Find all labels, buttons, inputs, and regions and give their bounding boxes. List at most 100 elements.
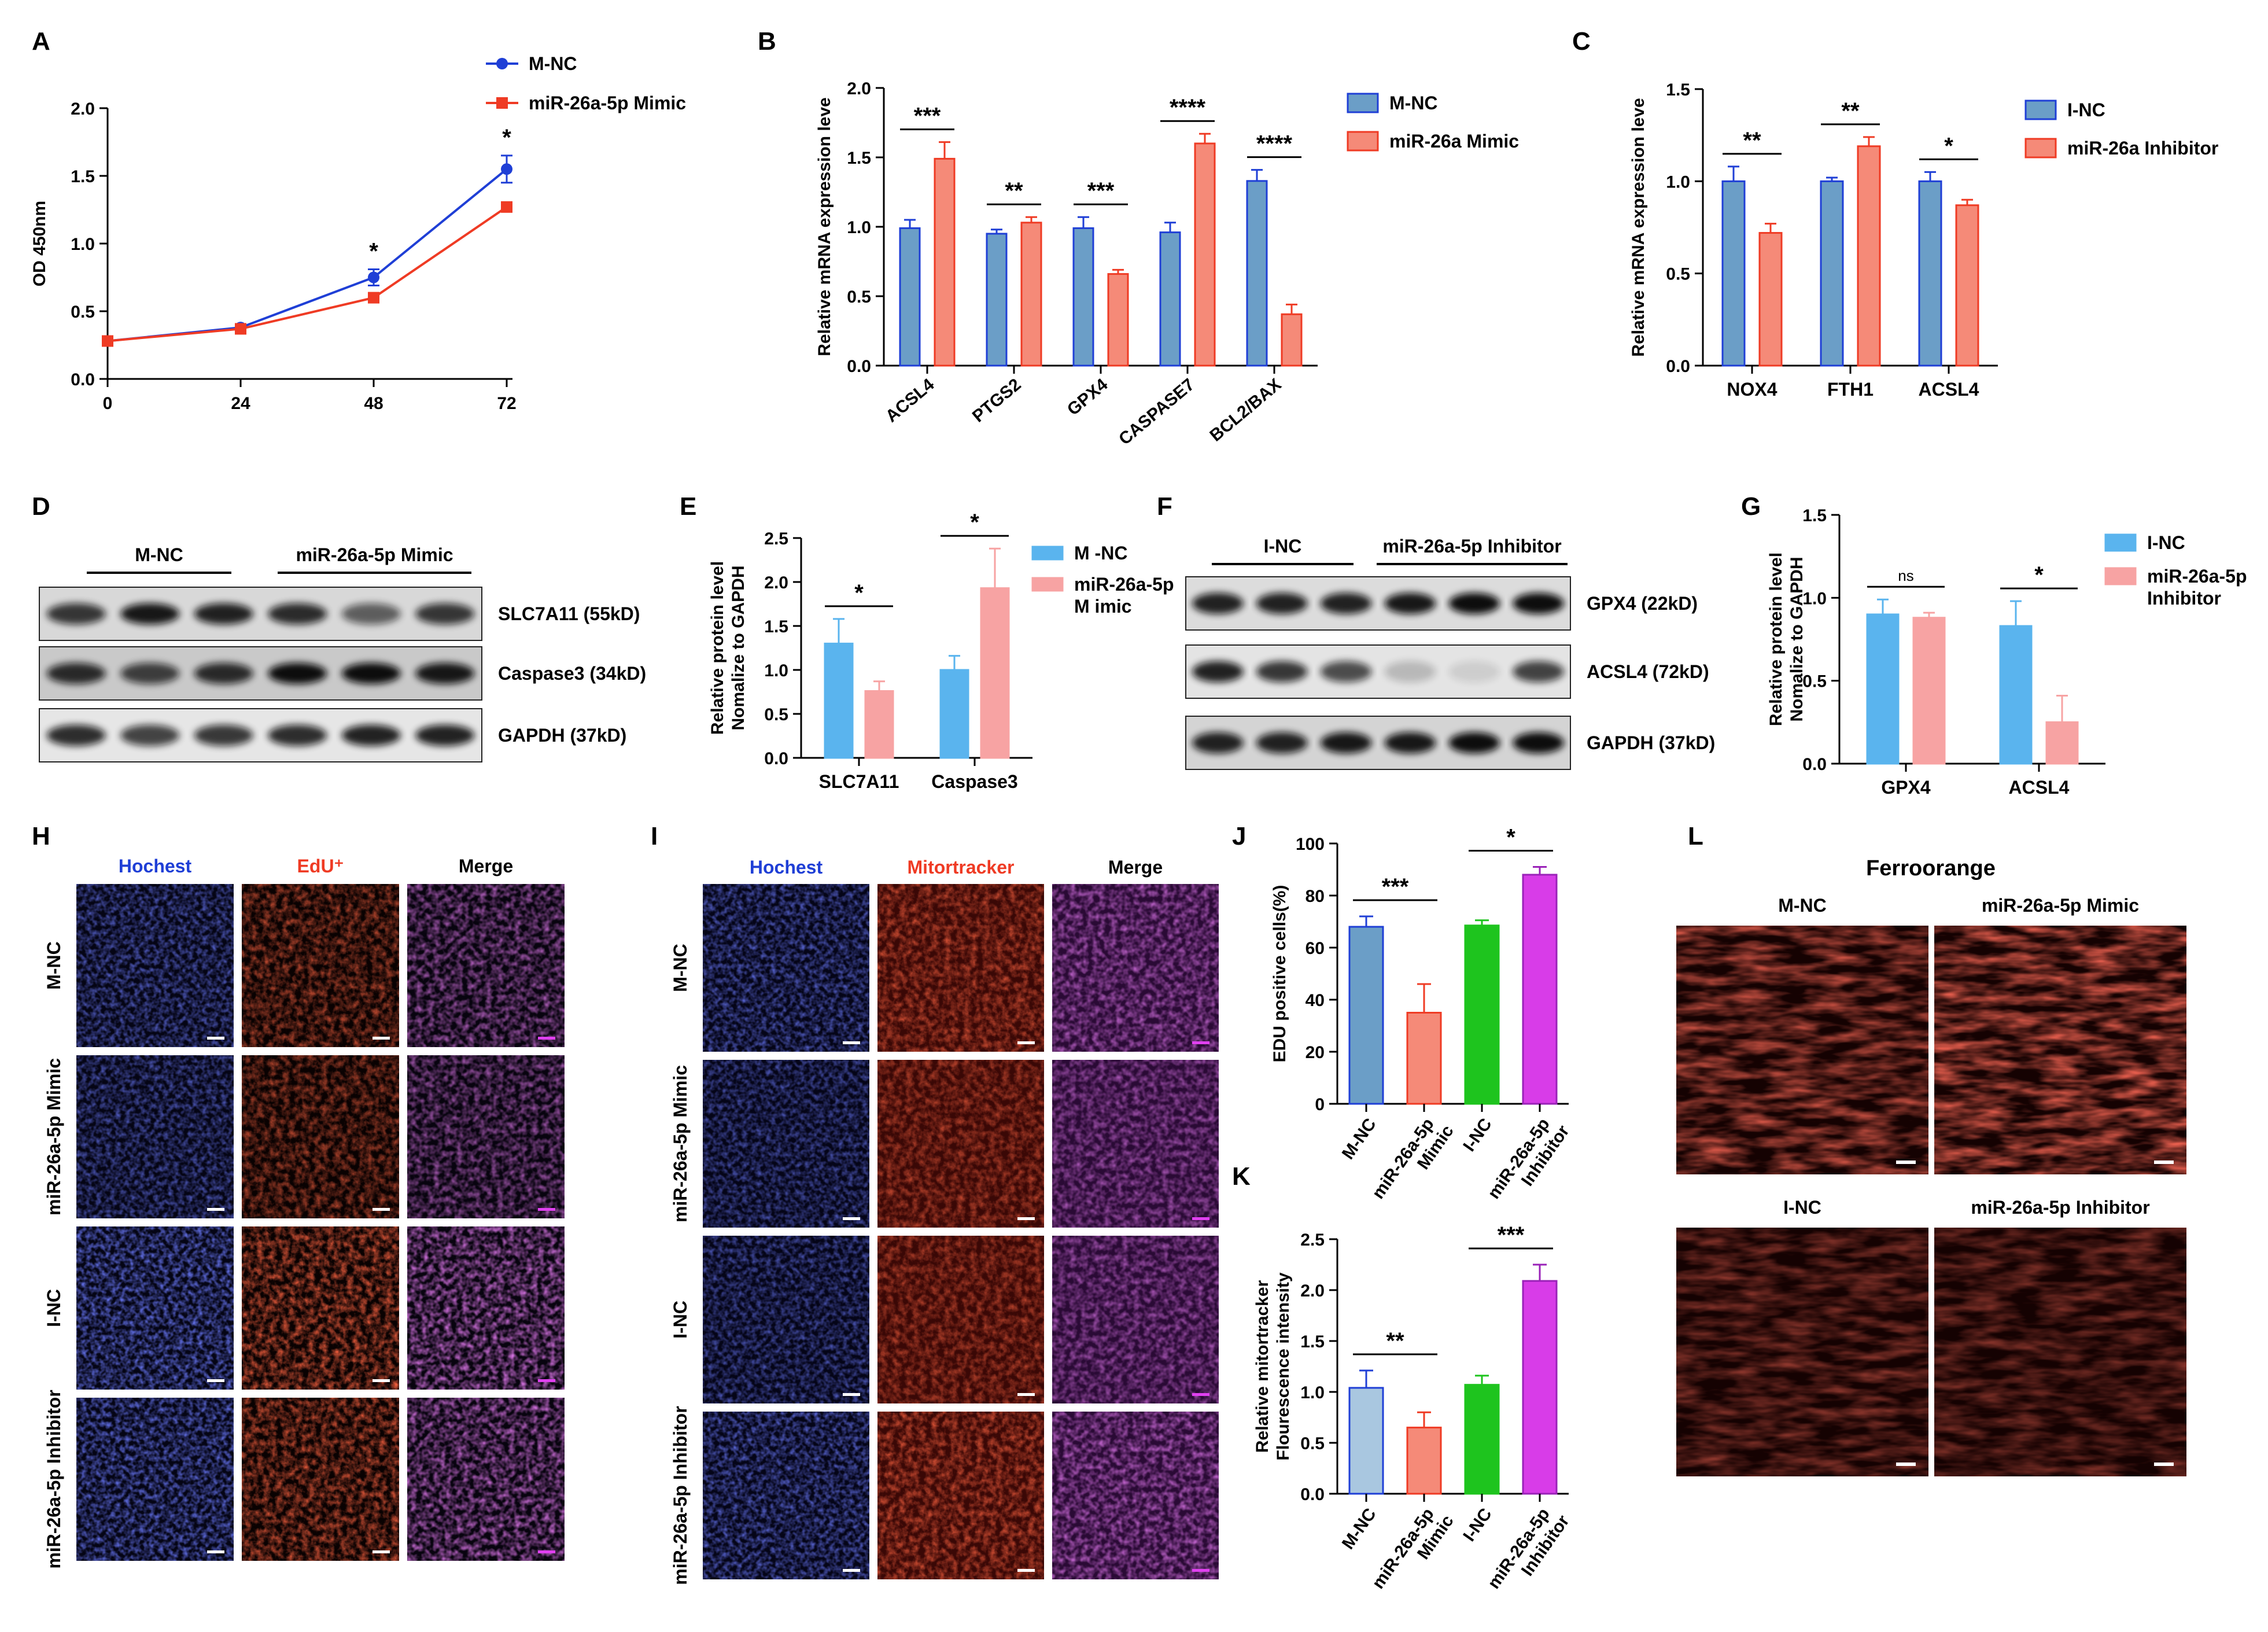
chart-e-bar — [864, 690, 894, 759]
chart-b-x-tick-label: GPX4 — [1064, 375, 1112, 419]
chart-c-bar — [1857, 145, 1881, 367]
chart-c-y-tick-label: 0.5 — [1666, 265, 1690, 284]
grid-h-tile-texture — [407, 884, 565, 1047]
chart-b-significance: **** — [1256, 131, 1293, 157]
panel-letter-k: K — [1232, 1162, 1251, 1191]
chart-b-bar — [1072, 227, 1094, 367]
grid-h-scale-bar — [207, 1550, 224, 1553]
blot-d-band — [268, 724, 327, 746]
blot-d-band — [415, 662, 475, 684]
grid-i-scale-bar — [843, 1393, 860, 1396]
blot-f-band — [1384, 661, 1436, 683]
chart-e-y-tick-label: 0.5 — [764, 705, 788, 724]
chart-e-legend-swatch — [1031, 546, 1064, 561]
grid-h-tile-texture — [76, 1398, 234, 1561]
chart-e-y-tick-label: 2.5 — [764, 529, 788, 548]
ferroorange-scale-bar — [1896, 1161, 1916, 1164]
chart-b-bar — [1107, 273, 1129, 367]
chart-b-bar — [899, 227, 921, 367]
grid-i-tile-texture — [877, 884, 1044, 1052]
grid-i-row-label: miR-26a-5p Mimic — [670, 1065, 691, 1222]
blot-f-group-label: miR-26a-5p Inhibitor — [1382, 536, 1561, 557]
blot-d-band — [46, 662, 106, 684]
grid-i-tile-texture — [877, 1412, 1044, 1579]
chart-a-legend-marker — [496, 58, 508, 69]
panel-letter-d: D — [32, 492, 50, 521]
micrograph-grid-i: Hochest Mitortracker Merge M-NC miR-26a-5p M… — [670, 857, 1219, 1585]
blot-f-membrane — [1185, 716, 1571, 770]
blot-d-band — [341, 662, 401, 684]
chart-g-legend-swatch — [2104, 533, 2137, 552]
grid-i-tile-texture — [1052, 1236, 1219, 1403]
grid-i-column-header: Hochest — [750, 857, 823, 878]
blot-d-membrane — [39, 708, 482, 762]
chart-c-legend-swatch — [2024, 138, 2057, 159]
blot-f-band — [1320, 592, 1372, 614]
chart-g-significance: ns — [1898, 567, 1913, 584]
chart-e-y-label: Relative protein level — [708, 561, 727, 735]
chart-e-significance: * — [854, 580, 864, 606]
micrograph-grid-h: Hochest EdU⁺ Merge M-NC miR-26a-5p Mimic I-NC… — [43, 856, 565, 1569]
ferroorange-title: Ferroorange — [1866, 856, 1996, 881]
panel-letter-j: J — [1232, 822, 1246, 850]
chart-b-x-tick-label: PTGS2 — [969, 375, 1025, 426]
ferroorange-label: miR-26a-5p Inhibitor — [1971, 1197, 2149, 1218]
chart-c-bar: 0.0 0.5 1.0 1.5 ** NOX4 ** FTH1 * ACSL4 Relative m… — [1629, 80, 2218, 400]
grid-h-scale-bar — [538, 1208, 555, 1211]
blot-d-band — [194, 724, 253, 746]
chart-a-x-tick-label: 72 — [497, 394, 516, 413]
chart-j-significance: * — [1506, 825, 1515, 850]
grid-i-row-label: miR-26a-5p Inhibitor — [670, 1406, 691, 1585]
blot-d-band-label: Caspase3 (34kD) — [498, 663, 646, 684]
grid-h-row-label: miR-26a-5p Mimic — [43, 1058, 64, 1215]
chart-b-bar — [934, 157, 956, 367]
chart-e-legend-label: M -NC — [1074, 543, 1127, 563]
grid-h-row-label: M-NC — [43, 941, 64, 990]
chart-e-bar: 0.0 0.5 1.0 1.5 2.0 2.5 * SLC7A11 * Caspase3 Relat… — [708, 510, 1174, 792]
blot-d-band — [415, 603, 475, 625]
chart-e-y-tick-label: 2.0 — [764, 573, 788, 592]
grid-h-scale-bar — [207, 1208, 224, 1211]
grid-i-tile-texture — [1052, 1060, 1219, 1228]
panel-letter-l: L — [1688, 822, 1703, 850]
blot-f-band — [1448, 661, 1500, 683]
chart-a-legend-label: M-NC — [529, 53, 577, 74]
chart-g-x-tick-label: ACSL4 — [2009, 777, 2070, 798]
chart-j-y-tick-label: 20 — [1306, 1043, 1325, 1062]
chart-e-bar — [824, 642, 854, 759]
ferroorange-tile-texture — [1676, 1228, 1928, 1476]
chart-c-legend-label: I-NC — [2067, 100, 2105, 120]
blot-f-band — [1448, 732, 1500, 754]
blot-f-band — [1448, 592, 1500, 614]
chart-g-x-tick-label: GPX4 — [1881, 777, 1931, 798]
chart-e-x-tick-label: Caspase3 — [931, 771, 1017, 792]
panel-letter-h: H — [32, 822, 50, 850]
blot-d-band — [120, 724, 180, 746]
blot-f-band-label: ACSL4 (72kD) — [1587, 661, 1709, 682]
grid-i-tile-texture — [877, 1060, 1044, 1228]
chart-j-bar — [1348, 926, 1384, 1105]
chart-a-series-line — [107, 206, 508, 342]
grid-i-scale-bar — [1192, 1393, 1209, 1396]
chart-b-bar — [1020, 222, 1042, 367]
chart-k-y-tick-label: 1.0 — [1300, 1383, 1325, 1402]
chart-k-y-tick-label: 2.0 — [1300, 1281, 1325, 1301]
blot-d-band — [194, 603, 253, 625]
grid-h-column-header: EdU⁺ — [297, 856, 344, 876]
chart-k-significance: *** — [1498, 1222, 1525, 1248]
chart-b-significance: *** — [914, 104, 941, 129]
chart-e-legend-label: miR-26a-5p — [1074, 574, 1174, 595]
chart-j-significance: *** — [1382, 874, 1409, 900]
blot-d-group-label: M-NC — [135, 544, 183, 565]
chart-b-significance: ** — [1005, 178, 1023, 204]
chart-c-bar — [1918, 180, 1942, 367]
grid-h-row-label: miR-26a-5p Inhibitor — [43, 1390, 64, 1568]
grid-i-tile-texture — [1052, 884, 1219, 1052]
chart-e-x-tick-label: SLC7A11 — [819, 771, 899, 792]
blot-f-membrane — [1185, 576, 1571, 631]
chart-b-x-tick-label: CASPASE7 — [1115, 375, 1198, 449]
chart-j-y-tick-label: 100 — [1296, 835, 1325, 854]
chart-c-y-tick-label: 1.5 — [1666, 80, 1690, 100]
chart-c-bar — [1955, 204, 1979, 367]
